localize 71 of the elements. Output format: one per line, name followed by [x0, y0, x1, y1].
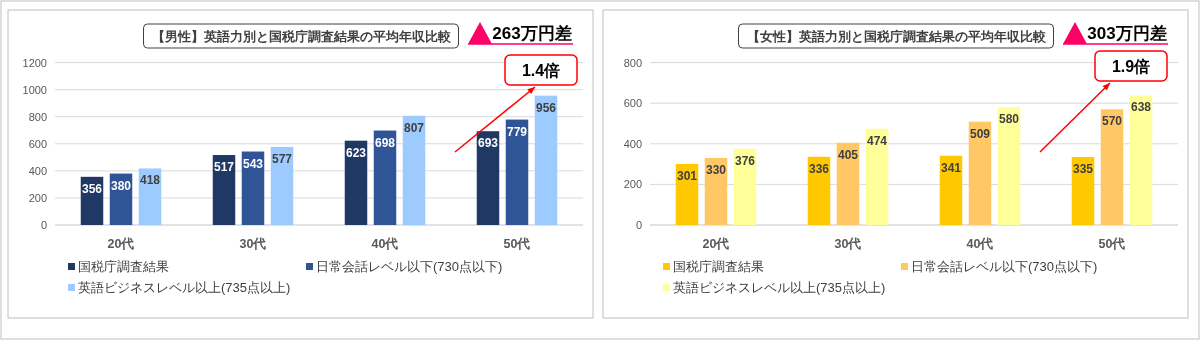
legend-label: 英語ビジネスレベル以上(735点以上)	[78, 280, 291, 295]
bar	[505, 119, 529, 225]
bar	[865, 128, 889, 225]
data-label: 341	[940, 160, 962, 175]
data-label: 356	[81, 181, 103, 196]
y-tick-label: 0	[40, 219, 47, 231]
x-tick-label: 30代	[239, 237, 267, 251]
y-tick-label: 1000	[22, 83, 47, 96]
data-label: 336	[808, 161, 830, 176]
x-tick-label: 40代	[966, 237, 994, 251]
data-label: 335	[1072, 161, 1094, 176]
data-label: 517	[213, 160, 235, 175]
legend-label: 英語ビジネスレベル以上(735点以上)	[673, 280, 886, 295]
data-label: 330	[705, 163, 727, 178]
chart-title: 【男性】英語力別と国税庁調査結果の平均年収比較	[151, 29, 452, 44]
y-tick-label: 200	[623, 178, 642, 191]
data-label: 418	[139, 173, 161, 188]
data-label: 577	[271, 151, 293, 166]
bar	[402, 115, 426, 225]
data-label: 509	[969, 126, 991, 141]
data-label: 570	[1101, 114, 1123, 129]
x-tick-label: 20代	[702, 237, 730, 251]
legend-label: 日常会話レベル以下(730点以下)	[316, 259, 503, 274]
data-label: 543	[242, 156, 264, 171]
bar	[212, 155, 236, 225]
x-tick-label: 50代	[503, 237, 531, 251]
data-label: 638	[1130, 100, 1152, 115]
bar	[534, 95, 558, 225]
data-label: 405	[837, 147, 859, 162]
y-tick-label: 600	[28, 137, 47, 150]
data-label: 623	[345, 145, 367, 160]
bar	[968, 121, 992, 225]
data-label: 779	[506, 124, 528, 139]
y-tick-label: 200	[28, 191, 47, 204]
x-tick-label: 50代	[1098, 237, 1126, 251]
bar	[270, 146, 294, 225]
annotation: 1.9倍	[1111, 58, 1151, 75]
legend-label: 国税庁調査結果	[673, 259, 764, 274]
data-label: 380	[110, 178, 132, 193]
text: 303万円差	[1087, 24, 1167, 43]
data-label: 301	[676, 168, 698, 183]
bar	[373, 130, 397, 225]
y-tick-label: 0	[635, 219, 642, 231]
bar	[997, 107, 1021, 225]
data-label: 807	[403, 120, 425, 135]
data-label: 474	[866, 133, 888, 148]
bar	[733, 148, 757, 225]
x-tick-label: 20代	[107, 237, 135, 251]
data-label: 580	[998, 112, 1020, 127]
legend-label: 日常会話レベル以下(730点以下)	[911, 259, 1098, 274]
y-tick-label: 400	[623, 137, 642, 150]
x-tick-label: 30代	[834, 237, 862, 251]
bar	[836, 142, 860, 225]
bar	[476, 131, 500, 225]
text: 263万円差	[492, 24, 572, 43]
data-label: 698	[374, 135, 396, 150]
legend-label: 国税庁調査結果	[78, 259, 169, 274]
y-tick-label: 1200	[22, 56, 47, 69]
bar	[344, 140, 368, 225]
bar	[1100, 109, 1124, 225]
data-label: 693	[477, 136, 499, 151]
annotation: 1.4倍	[521, 62, 561, 79]
x-tick-label: 40代	[371, 237, 399, 251]
bar	[1129, 95, 1153, 225]
y-tick-label: 600	[623, 97, 642, 110]
data-label: 956	[535, 100, 557, 115]
chart-title: 【女性】英語力別と国税庁調査結果の平均年収比較	[746, 29, 1047, 44]
y-tick-label: 800	[28, 110, 47, 123]
y-tick-label: 800	[623, 56, 642, 69]
y-tick-label: 400	[28, 164, 47, 177]
data-label: 376	[734, 153, 756, 168]
